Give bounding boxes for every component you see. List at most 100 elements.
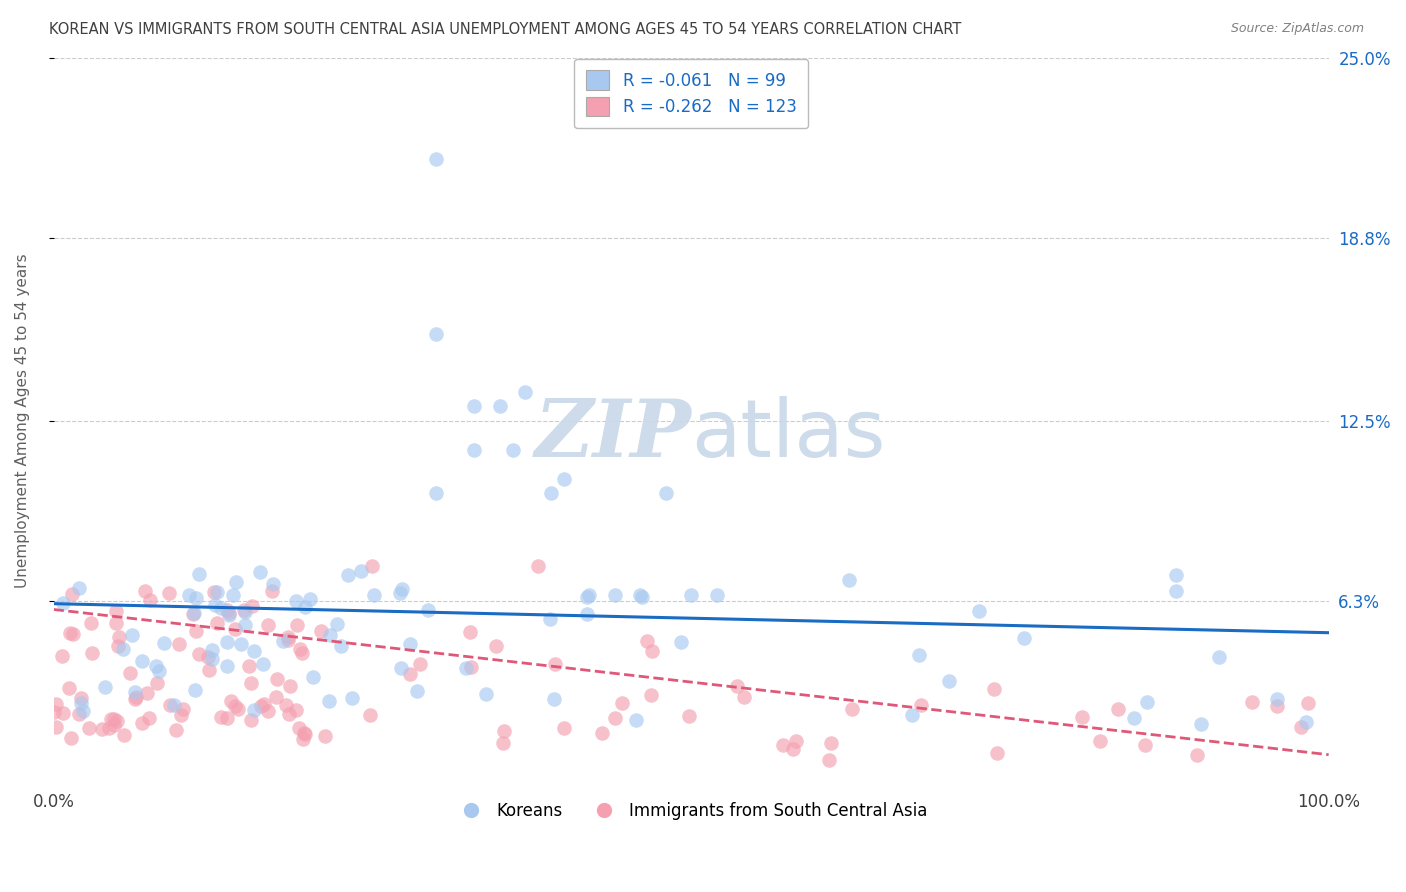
Y-axis label: Unemployment Among Ages 45 to 54 years: Unemployment Among Ages 45 to 54 years — [15, 253, 30, 588]
Point — [249, 566, 271, 580]
Point — [266, 673, 288, 687]
Point — [458, 625, 481, 640]
Point — [262, 577, 284, 591]
Point — [184, 682, 207, 697]
Point — [124, 691, 146, 706]
Point — [291, 646, 314, 660]
Text: KOREAN VS IMMIGRANTS FROM SOUTH CENTRAL ASIA UNEMPLOYMENT AMONG AGES 45 TO 54 YE: KOREAN VS IMMIGRANTS FROM SOUTH CENTRAL … — [49, 22, 962, 37]
Point — [502, 442, 524, 457]
Point — [250, 698, 273, 713]
Point — [77, 721, 100, 735]
Point — [98, 721, 121, 735]
Point — [79, 616, 101, 631]
Point — [207, 616, 229, 631]
Point — [1208, 650, 1230, 665]
Point — [389, 660, 412, 674]
Point — [288, 641, 311, 656]
Point — [1265, 691, 1288, 706]
Point — [314, 729, 336, 743]
Point — [253, 697, 276, 711]
Point — [276, 698, 298, 713]
Point — [610, 697, 633, 711]
Point — [135, 686, 157, 700]
Point — [1265, 698, 1288, 713]
Point — [118, 665, 141, 680]
Point — [492, 735, 515, 749]
Point — [202, 585, 225, 599]
Point — [772, 739, 794, 753]
Point — [226, 702, 249, 716]
Point — [197, 649, 219, 664]
Point — [146, 676, 169, 690]
Point — [224, 622, 246, 636]
Point — [72, 704, 94, 718]
Point — [104, 616, 127, 631]
Point — [527, 558, 550, 573]
Point — [105, 604, 128, 618]
Point — [628, 588, 651, 602]
Point — [1296, 696, 1319, 710]
Point — [474, 687, 496, 701]
Point — [221, 589, 243, 603]
Point — [285, 617, 308, 632]
Point — [399, 667, 422, 681]
Point — [108, 630, 131, 644]
Point — [139, 592, 162, 607]
Point — [1123, 711, 1146, 725]
Point — [553, 472, 575, 486]
Point — [131, 716, 153, 731]
Point — [678, 709, 700, 723]
Point — [231, 637, 253, 651]
Point — [59, 731, 82, 746]
Legend: Koreans, Immigrants from South Central Asia: Koreans, Immigrants from South Central A… — [449, 795, 934, 826]
Point — [243, 644, 266, 658]
Point — [409, 657, 432, 671]
Point — [967, 604, 990, 618]
Point — [576, 590, 599, 604]
Point — [838, 574, 860, 588]
Point — [782, 742, 804, 756]
Point — [100, 712, 122, 726]
Point — [224, 698, 246, 713]
Point — [983, 681, 1005, 696]
Point — [910, 698, 932, 712]
Point — [201, 643, 224, 657]
Point — [200, 652, 222, 666]
Point — [184, 624, 207, 638]
Point — [167, 637, 190, 651]
Point — [60, 587, 83, 601]
Point — [706, 588, 728, 602]
Point — [188, 566, 211, 581]
Point — [785, 734, 807, 748]
Point — [157, 585, 180, 599]
Point — [1164, 567, 1187, 582]
Point — [103, 712, 125, 726]
Point — [329, 639, 352, 653]
Point — [69, 690, 91, 705]
Point — [266, 690, 288, 705]
Point — [278, 679, 301, 693]
Point — [218, 606, 240, 620]
Point — [51, 648, 73, 663]
Point — [350, 564, 373, 578]
Point — [153, 635, 176, 649]
Point — [294, 727, 316, 741]
Point — [172, 702, 194, 716]
Point — [1014, 631, 1036, 645]
Point — [82, 646, 104, 660]
Point — [225, 575, 247, 590]
Point — [184, 591, 207, 606]
Point — [425, 486, 447, 500]
Point — [294, 599, 316, 614]
Point — [591, 726, 613, 740]
Point — [215, 603, 238, 617]
Point — [1240, 695, 1263, 709]
Point — [209, 601, 232, 615]
Point — [336, 567, 359, 582]
Point — [107, 639, 129, 653]
Point — [544, 657, 567, 672]
Point — [1133, 738, 1156, 752]
Point — [198, 664, 221, 678]
Point — [456, 661, 478, 675]
Point — [389, 586, 412, 600]
